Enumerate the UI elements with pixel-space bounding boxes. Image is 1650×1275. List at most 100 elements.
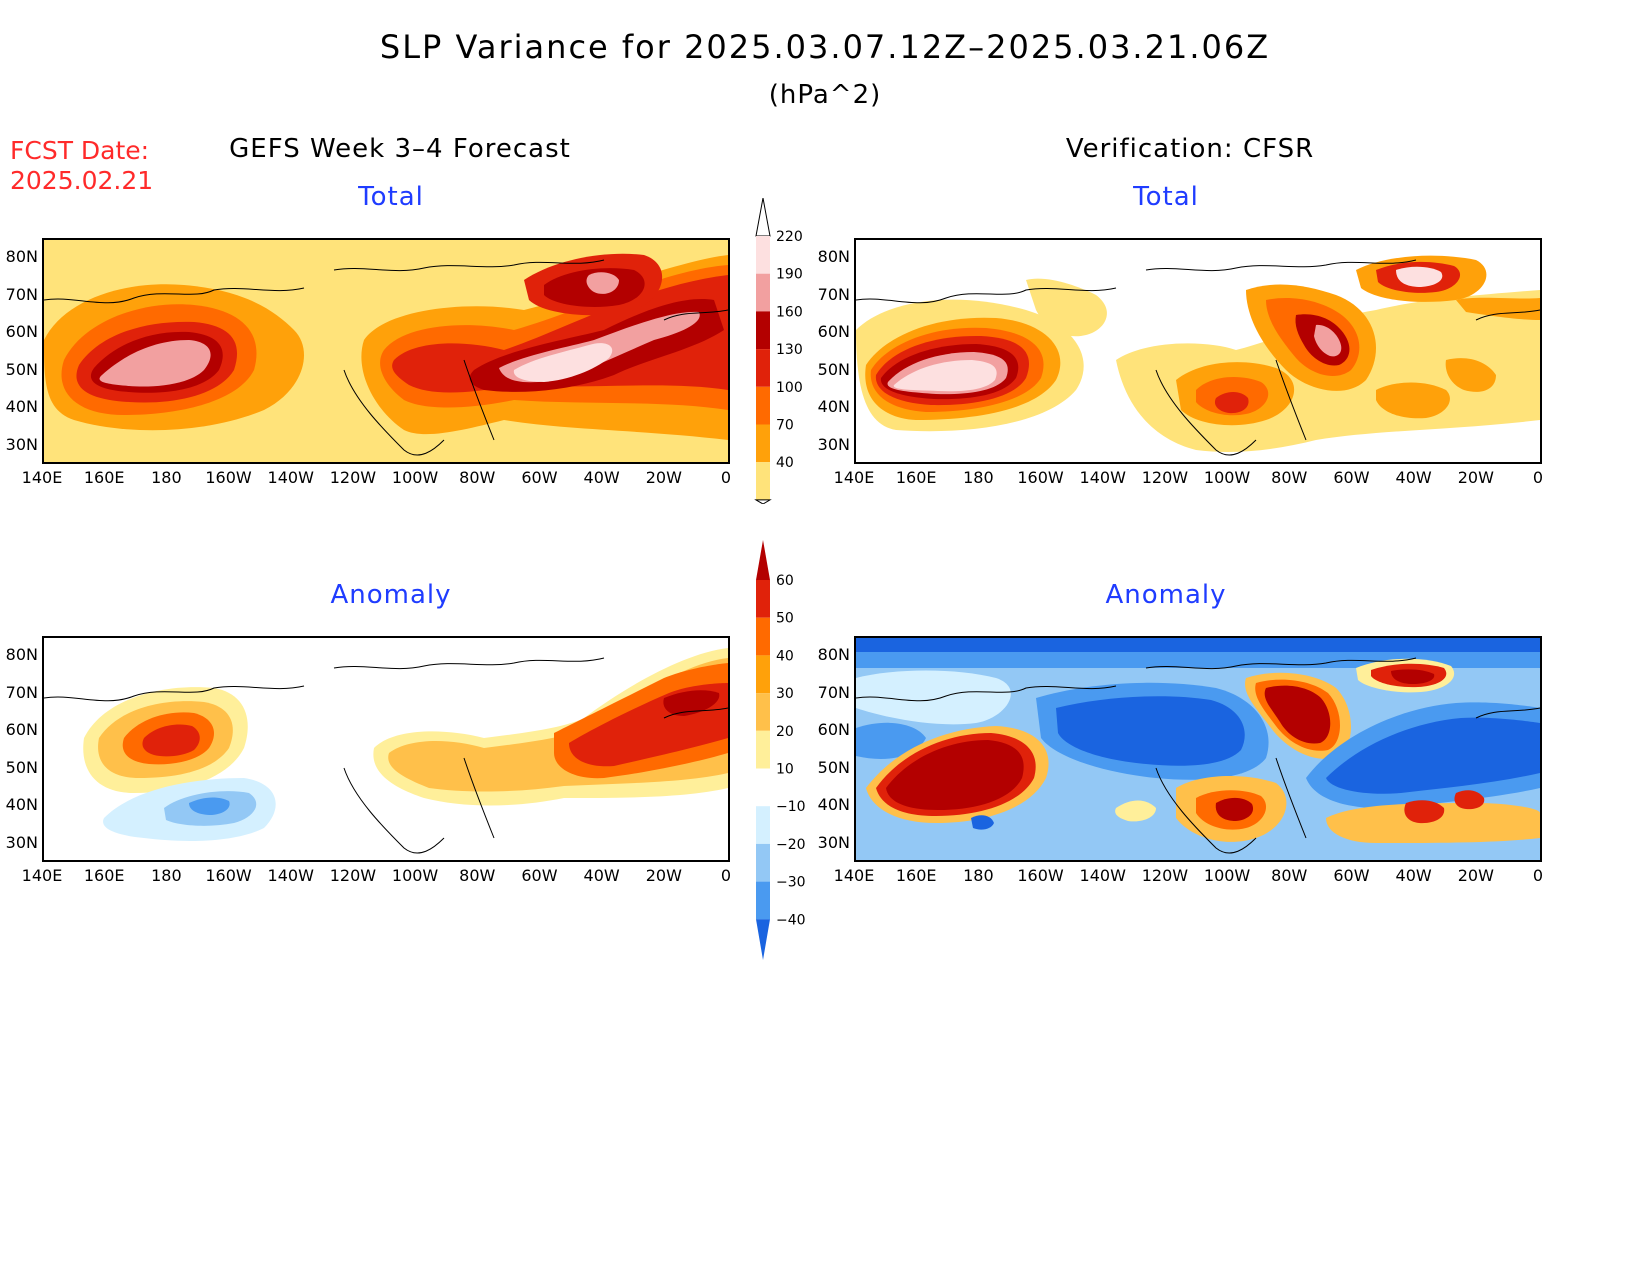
forecast-total-lon-tick: 80W bbox=[459, 468, 496, 487]
forecast-anomaly-lon-tick: 60W bbox=[521, 866, 558, 885]
forecast-anomaly-lon-tick: 140W bbox=[267, 866, 314, 885]
total-colorbar: 220 190 160 130 100 70 40 bbox=[752, 197, 812, 505]
total-colorbar-label: 100 bbox=[776, 380, 803, 396]
total-colorbar-label: 220 bbox=[776, 229, 803, 245]
forecast-column-title: GEFS Week 3–4 Forecast bbox=[229, 134, 571, 164]
forecast-total-lon-tick: 140W bbox=[267, 468, 314, 487]
verification-anomaly-lon-tick: 100W bbox=[1203, 866, 1251, 885]
forecast-date-value: 2025.02.21 bbox=[10, 166, 154, 195]
figure-title: SLP Variance for 2025.03.07.12Z–2025.03.… bbox=[379, 28, 1271, 66]
forecast-anomaly-lat-tick: 80N bbox=[5, 645, 38, 664]
forecast-total-lat-tick: 50N bbox=[5, 359, 38, 379]
total-colorbar-label: 190 bbox=[776, 267, 803, 283]
forecast-anomaly-lon-tick: 160W bbox=[205, 866, 252, 885]
verification-total-lat-tick: 30N bbox=[817, 434, 850, 454]
verification-anomaly-lon-tick: 160E bbox=[895, 866, 937, 885]
total-colorbar-swatch bbox=[756, 424, 770, 463]
verification-anomaly-lon-tick: 80W bbox=[1271, 866, 1308, 885]
verification-total-lon-tick: 0 bbox=[1532, 468, 1544, 487]
verification-anomaly-lat-tick: 70N bbox=[817, 682, 850, 702]
forecast-total-lon-tick: 180 bbox=[151, 468, 182, 487]
verification-anomaly-lon-tick: 140E bbox=[833, 866, 875, 885]
verification-anomaly-lon-tick: 120W bbox=[1141, 866, 1189, 885]
forecast-total-lon-tick: 20W bbox=[645, 468, 682, 487]
forecast-total-lon-tick: 60W bbox=[521, 468, 558, 487]
anomaly-colorbar-swatch bbox=[756, 693, 770, 731]
forecast-anomaly-lat-tick: 40N bbox=[5, 795, 38, 814]
forecast-anomaly-lat-tick: 70N bbox=[5, 682, 38, 702]
anomaly-colorbar-swatch bbox=[756, 881, 770, 920]
anomaly-colorbar-label: −40 bbox=[776, 912, 806, 928]
forecast-total-lon-tick: 160E bbox=[83, 468, 125, 487]
total-colorbar-label: 160 bbox=[776, 304, 803, 320]
total-colorbar-label: 40 bbox=[776, 455, 794, 471]
forecast-anomaly-lon-tick: 40W bbox=[583, 866, 620, 885]
verification-total-lon-tick: 20W bbox=[1457, 468, 1494, 487]
anomaly-colorbar-swatch bbox=[756, 768, 770, 807]
total-colorbar-top-extension bbox=[755, 197, 771, 237]
anomaly-colorbar-label: 50 bbox=[776, 611, 794, 627]
anomaly-colorbar-label: 30 bbox=[776, 686, 794, 702]
anomaly-colorbar-label: −30 bbox=[776, 875, 806, 891]
total-colorbar-label: 130 bbox=[776, 342, 803, 358]
verification-anomaly-lat-tick: 50N bbox=[817, 757, 850, 777]
verification-anomaly-lon-tick: 0 bbox=[1532, 866, 1544, 885]
anomaly-colorbar-bottom-extension bbox=[756, 919, 770, 960]
forecast-anomaly-lon-tick: 160E bbox=[83, 866, 125, 885]
total-colorbar-swatch bbox=[756, 236, 770, 274]
verification-total-lat-tick: 60N bbox=[817, 322, 850, 341]
verification-total-lon-tick: 180 bbox=[963, 468, 994, 487]
forecast-date-block: FCST Date: 2025.02.21 bbox=[10, 136, 153, 196]
anomaly-colorbar-label: 60 bbox=[776, 573, 794, 589]
forecast-anomaly-lon-tick: 0 bbox=[720, 866, 732, 885]
forecast-total-lon-tick: 40W bbox=[583, 468, 620, 487]
anomaly-colorbar-swatch bbox=[756, 806, 770, 844]
forecast-anomaly-lon-tick: 100W bbox=[391, 866, 439, 885]
verification-anomaly-lon-tick: 20W bbox=[1457, 866, 1494, 885]
verification-anomaly-lat-tick: 30N bbox=[817, 832, 850, 852]
anomaly-colorbar-swatch bbox=[756, 580, 770, 618]
verification-total-map bbox=[854, 238, 1542, 464]
forecast-anomaly-lon-tick: 20W bbox=[645, 866, 682, 885]
forecast-anomaly-lon-tick: 80W bbox=[459, 866, 496, 885]
total-colorbar-swatch bbox=[756, 349, 770, 387]
total-colorbar-label: 70 bbox=[776, 418, 794, 434]
forecast-total-lat-tick: 70N bbox=[5, 284, 38, 304]
verification-anomaly-lat-tick: 80N bbox=[817, 645, 850, 664]
forecast-anomaly-lat-tick: 30N bbox=[5, 832, 38, 852]
total-colorbar-swatch bbox=[756, 386, 770, 425]
total-colorbar-swatch bbox=[756, 311, 770, 350]
figure-units: (hPa^2) bbox=[768, 80, 882, 110]
forecast-anomaly-lat-tick: 60N bbox=[5, 720, 38, 739]
verification-total-lat-tick: 50N bbox=[817, 359, 850, 379]
forecast-total-lon-tick: 140E bbox=[21, 468, 63, 487]
forecast-anomaly-lon-tick: 180 bbox=[151, 866, 182, 885]
anomaly-colorbar-swatch bbox=[756, 730, 770, 769]
anomaly-colorbar-label: 40 bbox=[776, 648, 794, 664]
verification-total-lat-tick: 80N bbox=[817, 247, 850, 266]
anomaly-colorbar-top-extension bbox=[756, 540, 770, 580]
verification-total-lon-tick: 100W bbox=[1203, 468, 1251, 487]
verification-anomaly-lon-tick: 160W bbox=[1017, 866, 1064, 885]
verification-anomaly-lon-tick: 180 bbox=[963, 866, 994, 885]
forecast-anomaly-lon-tick: 120W bbox=[329, 866, 377, 885]
anomaly-colorbar-label: 10 bbox=[776, 762, 794, 778]
forecast-total-lon-tick: 120W bbox=[329, 468, 377, 487]
forecast-date-label: FCST Date: bbox=[10, 136, 150, 165]
anomaly-colorbar-swatch bbox=[756, 655, 770, 694]
verification-total-lon-tick: 160W bbox=[1017, 468, 1064, 487]
verification-total-lon-tick: 60W bbox=[1333, 468, 1370, 487]
verification-anomaly-lon-tick: 60W bbox=[1333, 866, 1370, 885]
verification-total-lon-tick: 120W bbox=[1141, 468, 1189, 487]
verification-total-lon-tick: 40W bbox=[1395, 468, 1432, 487]
total-colorbar-bottom-extension bbox=[754, 499, 772, 505]
verification-anomaly-lat-tick: 40N bbox=[817, 795, 850, 814]
verification-anomaly-lat-tick: 60N bbox=[817, 720, 850, 739]
verification-total-lat-tick: 40N bbox=[817, 397, 850, 416]
anomaly-colorbar-swatch bbox=[756, 843, 770, 882]
verification-total-subtitle: Total bbox=[1133, 182, 1199, 212]
forecast-total-lon-tick: 0 bbox=[720, 468, 732, 487]
verification-anomaly-map bbox=[854, 636, 1542, 862]
anomaly-colorbar-label: −20 bbox=[776, 837, 806, 853]
forecast-anomaly-map bbox=[42, 636, 730, 862]
